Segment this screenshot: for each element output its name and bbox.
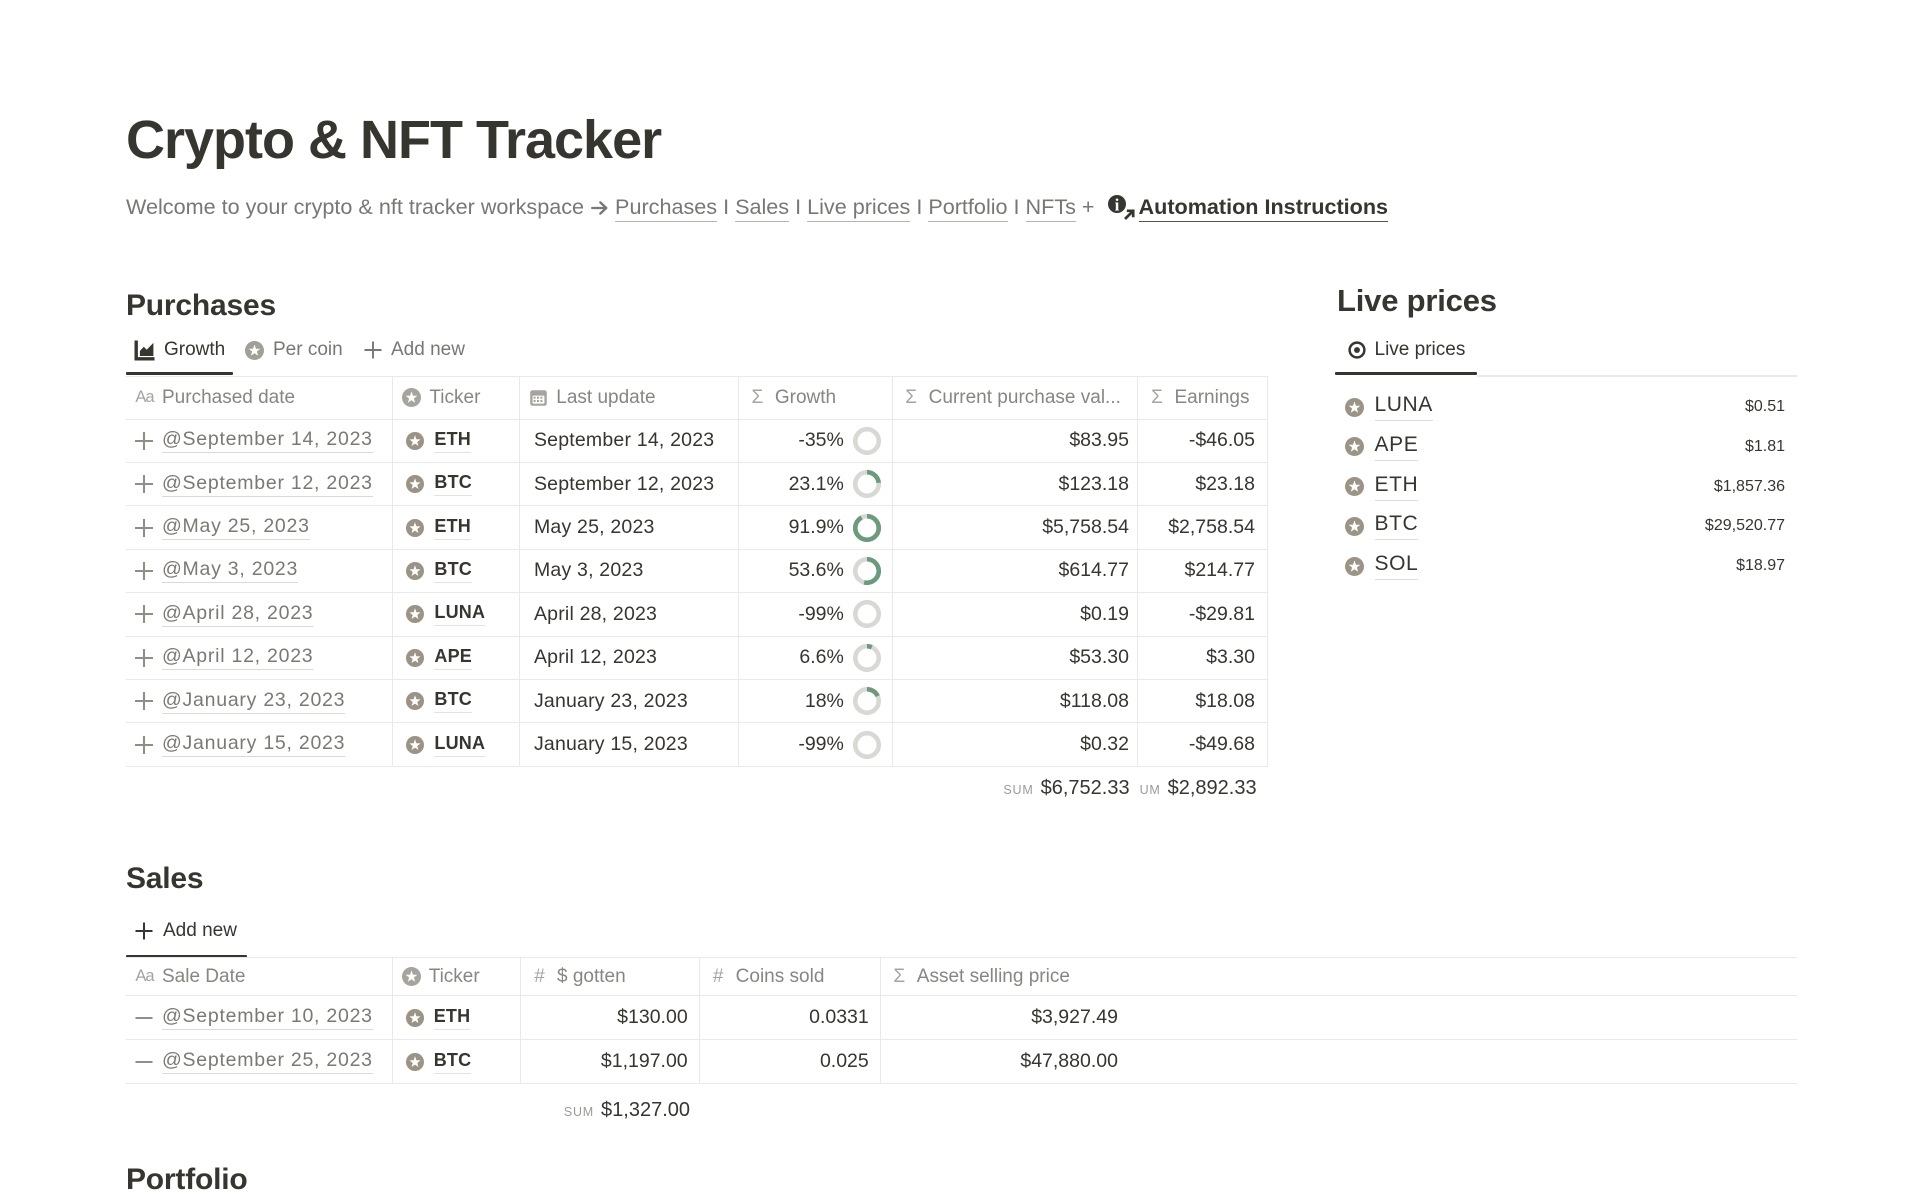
svg-text:i: i (1114, 195, 1119, 214)
